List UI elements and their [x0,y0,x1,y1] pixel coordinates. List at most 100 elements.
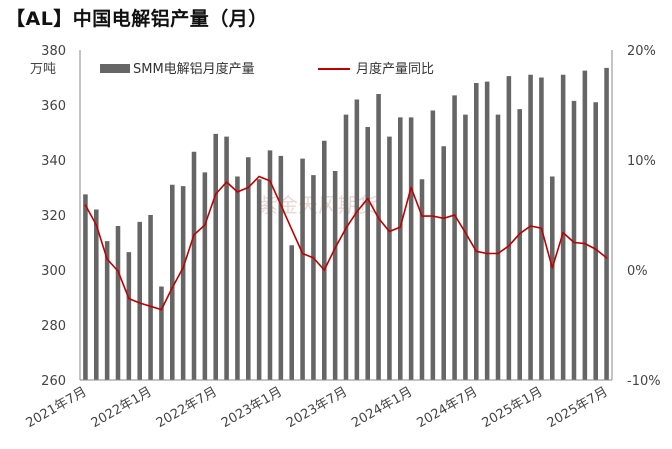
bar [83,194,88,380]
line-point [366,197,369,200]
x-tick-label: 2023年1月 [219,384,285,431]
y-right-tick-label: -10% [627,374,661,389]
bar [343,114,349,380]
line-point [442,217,445,220]
bar [289,245,294,380]
x-tick-label: 2022年1月 [89,384,155,431]
line-point [160,308,163,311]
bar [94,209,99,380]
line-point [551,267,554,269]
y-right-tick-label: 0% [627,264,648,279]
line-point [280,204,282,206]
bar [159,286,164,380]
bar [560,74,566,380]
y-left-tick-label: 380 [41,44,66,59]
bar [311,175,316,380]
bar [137,221,142,380]
line-point [388,230,391,233]
line-point [334,247,336,249]
line-point [117,270,119,272]
bar [332,171,338,380]
line-point [345,227,347,229]
line-point [323,269,326,271]
y-left-tick-label: 300 [41,264,66,279]
bar [365,127,370,380]
legend-bar-label: SMM电解铝月度产量 [133,61,255,77]
line-point [432,215,434,217]
bar [506,76,512,380]
line-point [464,231,467,234]
bar [213,133,218,380]
x-tick-label: 2021年7月 [24,384,90,431]
line-point [95,224,98,226]
line-point [605,257,608,259]
y-left-tick-label: 280 [41,319,66,334]
bar [593,102,598,380]
bar [246,157,251,380]
line-point [518,232,521,235]
bar [170,184,175,380]
line-point [497,252,499,255]
line-point [410,186,412,189]
line-point [149,305,152,308]
line-point [356,210,358,213]
line-point [453,214,456,216]
bar [604,67,609,380]
watermark: 紫金天风期货 [258,193,378,217]
line-series [84,175,608,311]
line-point [84,204,87,206]
line-point [573,241,575,244]
bar [191,151,197,380]
line-point [486,252,488,255]
bar [354,99,360,380]
line-point [236,191,239,193]
bar [115,226,121,380]
line-point [312,257,315,259]
line-point [540,227,543,229]
line-point [529,225,532,227]
line-point [584,242,586,245]
line-point [204,224,206,226]
line-point [182,267,184,269]
y-right-tick-label: 10% [627,154,656,169]
line-point [377,217,380,220]
line-point [106,258,108,260]
x-tick-label: 2024年7月 [414,384,480,431]
line-point [475,250,478,253]
line-point [421,215,423,217]
line-point [138,302,141,304]
bar [256,179,262,380]
bar [528,74,533,380]
x-tick-label: 2023年7月 [284,384,350,431]
line-point [562,231,564,234]
bar [441,146,446,380]
line-point [128,297,130,300]
bar [495,114,501,380]
x-tick-label: 2025年1月 [480,384,546,431]
bar [148,215,153,380]
bar [463,114,468,380]
y-left-unit: 万吨 [30,62,56,77]
y-left-tick-label: 260 [41,374,66,389]
x-tick-label: 2024年1月 [349,384,415,431]
x-tick-label: 2025年7月 [545,384,611,431]
bar [126,252,132,380]
y-left-tick-label: 320 [41,209,66,224]
y-left-tick-label: 340 [41,154,66,169]
bar [430,110,436,380]
bar [235,176,240,380]
bar [104,241,110,380]
bar [484,81,490,380]
legend: SMM电解铝月度产量 月度产量同比 [100,61,434,77]
bar [224,136,229,380]
line-point [594,248,597,250]
bar [474,83,479,380]
bar [398,117,403,380]
bar [419,179,425,380]
line-point [399,226,402,228]
bar [517,109,522,380]
bar [322,140,327,380]
bar [408,117,414,380]
bar [452,95,457,380]
bar [376,94,381,380]
